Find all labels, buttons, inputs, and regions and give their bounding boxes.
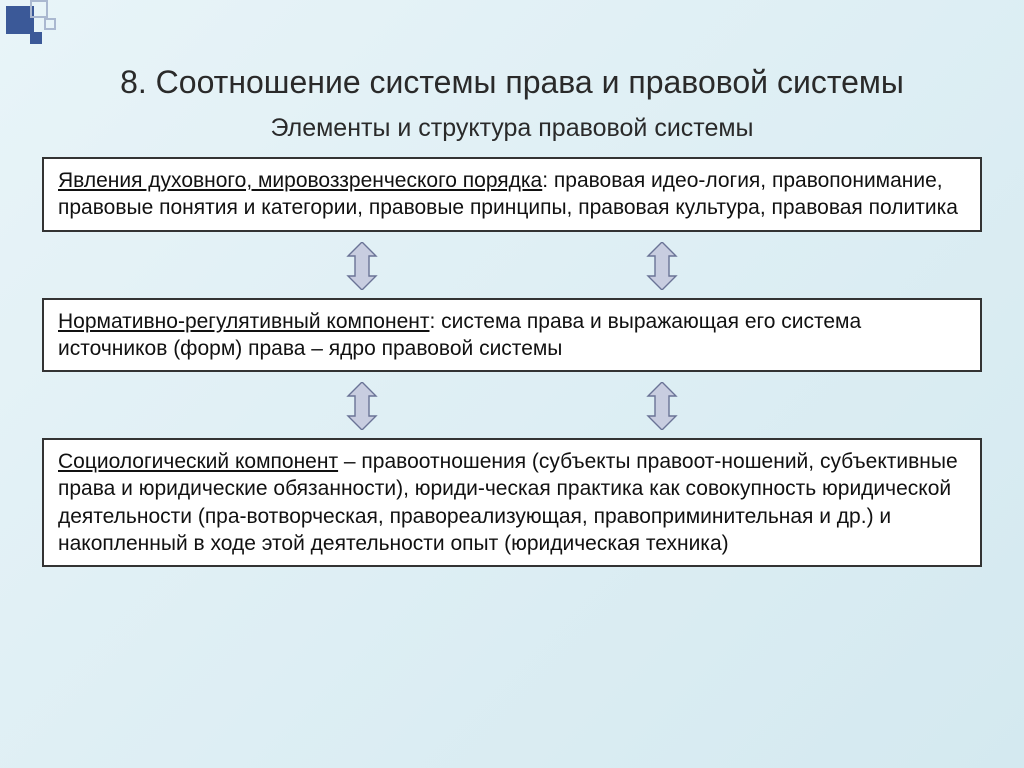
double-arrow-icon — [642, 382, 682, 430]
double-arrow-icon — [642, 242, 682, 290]
slide-subtitle: Элементы и структура правовой системы — [36, 114, 988, 143]
box-spiritual-heading: Явления духовного, мировоззренческого по… — [58, 169, 542, 192]
slide-content: 8. Соотношение системы права и правовой … — [0, 0, 1024, 587]
corner-decoration — [0, 0, 100, 60]
box-normative: Нормативно-регулятивный компонент: систе… — [42, 298, 982, 373]
box-sociological: Социологический компонент – правоотношен… — [42, 438, 982, 567]
double-arrow-icon — [342, 242, 382, 290]
slide-title: 8. Соотношение системы права и правовой … — [36, 62, 988, 102]
double-arrow-icon — [342, 382, 382, 430]
box-spiritual: Явления духовного, мировоззренческого по… — [42, 157, 982, 232]
arrow-row-2 — [36, 372, 988, 438]
box-normative-heading: Нормативно-регулятивный компонент — [58, 310, 429, 333]
arrow-row-1 — [36, 232, 988, 298]
box-sociological-heading: Социологический компонент — [58, 450, 338, 473]
